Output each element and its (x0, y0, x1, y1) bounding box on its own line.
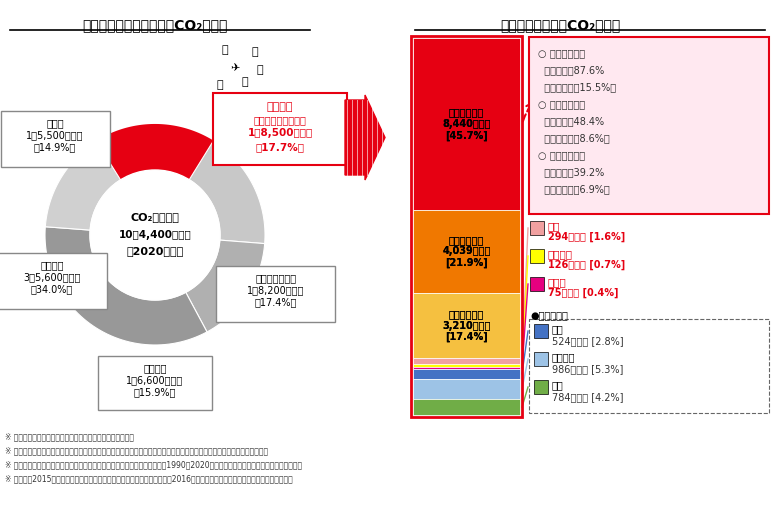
Text: 内訳: 内訳 (356, 137, 368, 147)
FancyBboxPatch shape (529, 319, 769, 413)
Text: 《34.0%》: 《34.0%》 (31, 284, 73, 294)
Bar (534, 380, 548, 394)
Text: ※ 電気事業者の発電に伴う排出量、熱供給事業者の熱発生に伴う排出量は、それぞれの消費量に応じて最終需要部門に配分。: ※ 電気事業者の発電に伴う排出量、熱供給事業者の熱発生に伴う排出量は、それぞれの… (5, 446, 268, 455)
Text: 10億4,400万トン: 10億4,400万トン (118, 230, 191, 240)
Text: 126万トン [0.7%]: 126万トン [0.7%] (548, 260, 625, 270)
Text: 営業用貨物車
4,039万トン
[21.9%]: 営業用貨物車 4,039万トン [21.9%] (442, 235, 491, 268)
Text: 《15.9%》: 《15.9%》 (134, 387, 176, 397)
Text: 自家用乗用車
8,440万トン
[45.7%]: 自家用乗用車 8,440万トン [45.7%] (442, 107, 491, 141)
Text: 1億8,200万トン: 1億8,200万トン (248, 285, 305, 295)
Text: 🚛: 🚛 (221, 45, 228, 55)
Text: ※ 二輪車は2015年度確報値までは「業務その他部門」に含まれていたが、2016年度確報値から独立項目として運輸部門に算定。: ※ 二輪車は2015年度確報値までは「業務その他部門」に含まれていたが、2016… (5, 474, 293, 483)
Text: ※ 端数処理の関係上、合計の数値が一致しない場合がある。: ※ 端数処理の関係上、合計の数値が一致しない場合がある。 (5, 432, 134, 441)
Text: 1億6,600万トン: 1億6,600万トン (126, 375, 183, 385)
Bar (530, 249, 544, 263)
Text: 内航海運: 内航海運 (552, 352, 576, 362)
Polygon shape (45, 227, 207, 345)
Bar (413, 379, 520, 399)
Text: 🚌: 🚌 (257, 65, 263, 75)
Text: バス: バス (548, 221, 560, 231)
Text: 1億8,500万トン: 1億8,500万トン (248, 128, 313, 138)
Text: 産業部門: 産業部門 (40, 260, 63, 270)
Text: 🚗: 🚗 (252, 47, 259, 57)
Text: 294万トン [1.6%]: 294万トン [1.6%] (548, 232, 625, 242)
Text: 鉄道: 鉄道 (552, 380, 563, 390)
FancyBboxPatch shape (98, 356, 212, 410)
Circle shape (90, 170, 220, 300)
Bar (413, 293, 520, 358)
Text: 75万トン [0.4%]: 75万トン [0.4%] (548, 288, 618, 298)
Text: 🚢: 🚢 (217, 80, 224, 90)
Text: 営業用貨物車
4,039万トン
[21.9%]: 営業用貨物車 4,039万トン [21.9%] (442, 235, 491, 268)
FancyBboxPatch shape (529, 37, 769, 214)
Text: 運輸部門: 運輸部門 (267, 102, 293, 112)
Text: 3億5,600万トン: 3億5,600万トン (23, 272, 80, 282)
Bar (413, 365, 520, 367)
Bar (413, 399, 520, 415)
FancyBboxPatch shape (1, 111, 110, 167)
Text: 運輸部門の39.2%: 運輸部門の39.2% (538, 167, 604, 177)
Polygon shape (97, 125, 213, 180)
Text: 524万トン [2.8%]: 524万トン [2.8%] (552, 336, 624, 346)
Bar (530, 221, 544, 235)
Polygon shape (186, 240, 265, 332)
Text: 自家用貨物車
3,210万トン
[17.4%]: 自家用貨物車 3,210万トン [17.4%] (442, 309, 491, 342)
Text: 《14.9%》: 《14.9%》 (34, 142, 76, 152)
Bar (413, 210, 520, 293)
Bar (534, 324, 548, 338)
Text: 二輪車: 二輪車 (548, 277, 567, 287)
Polygon shape (46, 142, 121, 230)
Text: ※ 温室効果ガスインベントリオフィス「日本の温室効果ガス排出量データ（1990〜2020年度）確報値」より国交省環境政策課作成。: ※ 温室効果ガスインベントリオフィス「日本の温室効果ガス排出量データ（1990〜… (5, 460, 302, 469)
Text: ○ 自動車全体で: ○ 自動車全体で (538, 48, 585, 58)
Text: （自動車、船舶等）: （自動車、船舶等） (254, 115, 307, 125)
Text: 家庭部門: 家庭部門 (143, 363, 166, 373)
Text: 自家用乗用車
8,440万トン
[45.7%]: 自家用乗用車 8,440万トン [45.7%] (442, 107, 491, 141)
Text: ○ 旅客自動車は: ○ 旅客自動車は (538, 99, 585, 109)
Bar (413, 358, 520, 365)
Text: （2020年度）: （2020年度） (126, 246, 183, 256)
Polygon shape (189, 141, 265, 243)
Text: 運輸部門の87.6%: 運輸部門の87.6% (538, 65, 604, 75)
FancyArrow shape (345, 95, 385, 180)
Text: 986万トン [5.3%]: 986万トン [5.3%] (552, 364, 623, 374)
Text: 🏍: 🏍 (241, 77, 248, 87)
Text: 1億5,500万トン: 1億5,500万トン (26, 130, 84, 140)
Bar (534, 352, 548, 366)
Text: 《17.4%》: 《17.4%》 (255, 297, 297, 307)
FancyBboxPatch shape (216, 266, 335, 322)
Text: ✈: ✈ (231, 63, 240, 73)
Bar (413, 38, 520, 210)
Text: 自家用貨物車
3,210万トン
[17.4%]: 自家用貨物車 3,210万トン [17.4%] (442, 309, 491, 342)
FancyBboxPatch shape (213, 93, 347, 165)
Text: タクシー: タクシー (548, 249, 573, 259)
Text: 《17.7%》: 《17.7%》 (255, 142, 304, 152)
Text: 784万トン [4.2%]: 784万トン [4.2%] (552, 392, 624, 402)
Text: （日本全体の6.9%）: （日本全体の6.9%） (538, 184, 610, 194)
FancyBboxPatch shape (0, 253, 107, 309)
Bar (413, 367, 520, 369)
Bar (413, 369, 520, 379)
Text: 業務その他部門: 業務その他部門 (255, 273, 296, 283)
Text: CO₂総排出量: CO₂総排出量 (131, 212, 180, 222)
Text: （日本全体の8.6%）: （日本全体の8.6%） (538, 133, 610, 143)
Text: 航空: 航空 (552, 324, 563, 334)
Text: 運輸部門におけるCO₂排出量: 運輸部門におけるCO₂排出量 (500, 18, 620, 32)
Bar (530, 277, 544, 291)
Text: ●自動車以外: ●自動車以外 (530, 310, 568, 320)
Text: ○ 貨物自動車は: ○ 貨物自動車は (538, 150, 585, 160)
Text: （日本全体の15.5%）: （日本全体の15.5%） (538, 82, 616, 92)
Text: 我が国の各部門におけるCO₂排出量: 我が国の各部門におけるCO₂排出量 (82, 18, 228, 32)
Text: 運輸部門の48.4%: 運輸部門の48.4% (538, 116, 604, 126)
Text: その他: その他 (46, 118, 63, 128)
